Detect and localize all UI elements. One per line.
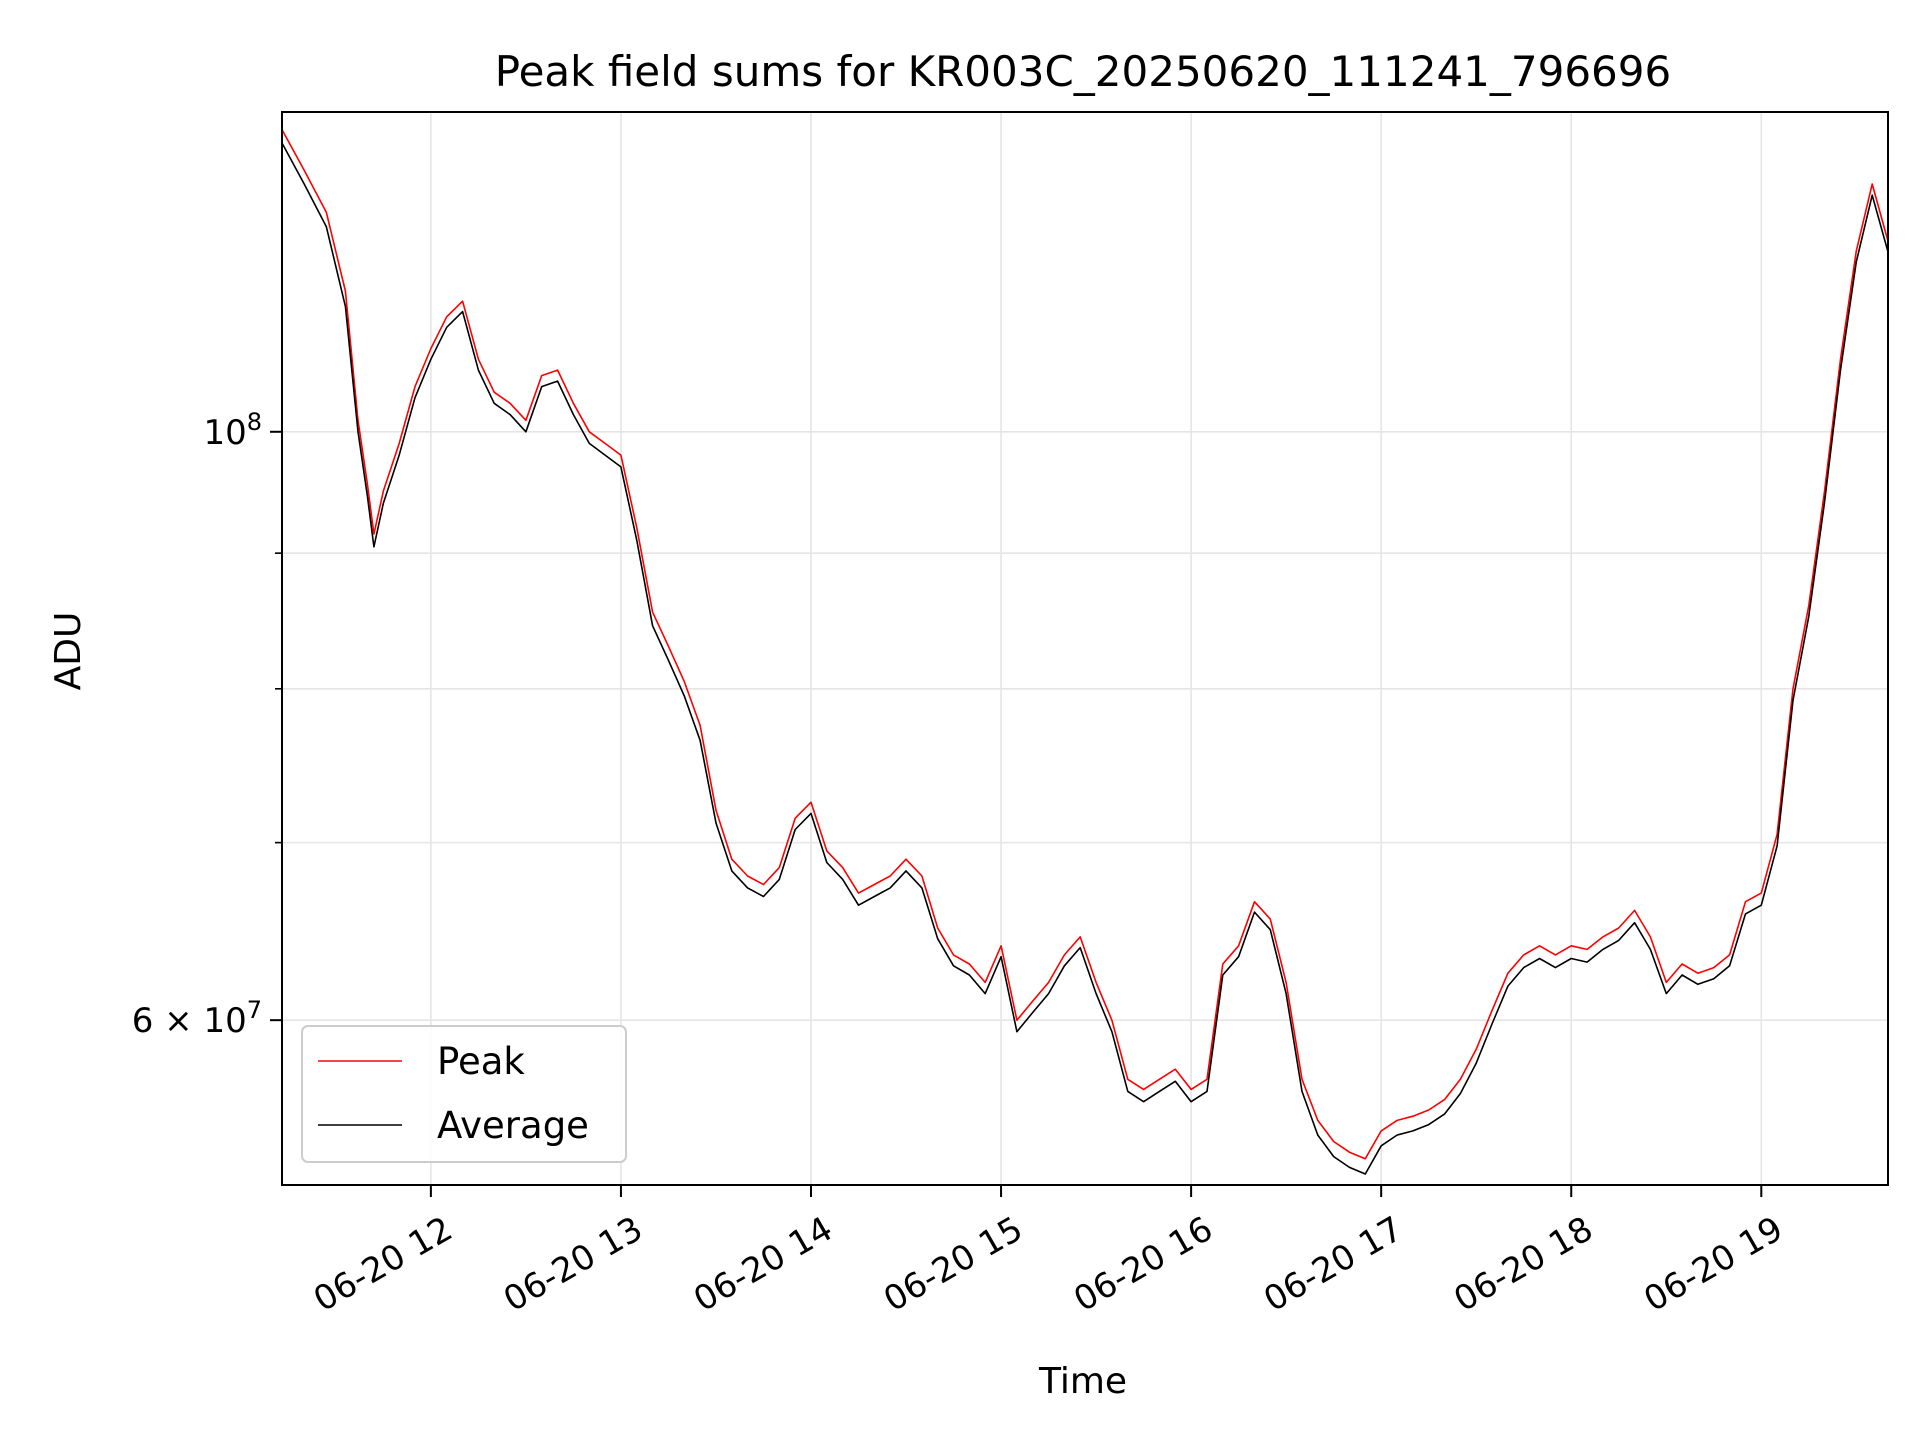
series-line-peak [281,129,1889,1160]
legend: Peak Average [301,1025,627,1163]
y-axis-ticks: 108 6 × 107 [132,408,282,1041]
legend-label-average: Average [437,1104,589,1147]
grid [282,112,1888,1185]
series-lines [281,129,1889,1175]
y-axis-title: ADU [48,612,89,691]
y-tick-label: 6 × 107 [132,996,262,1041]
legend-box [301,1025,627,1163]
x-axis-title: Time [1038,1361,1127,1402]
legend-label-peak: Peak [437,1040,525,1083]
plot-frame [281,111,1889,1186]
chart-title: Peak field sums for KR003C_20250620_1112… [495,47,1671,96]
y-tick-label: 108 [203,408,262,453]
series-line-average [281,142,1889,1175]
